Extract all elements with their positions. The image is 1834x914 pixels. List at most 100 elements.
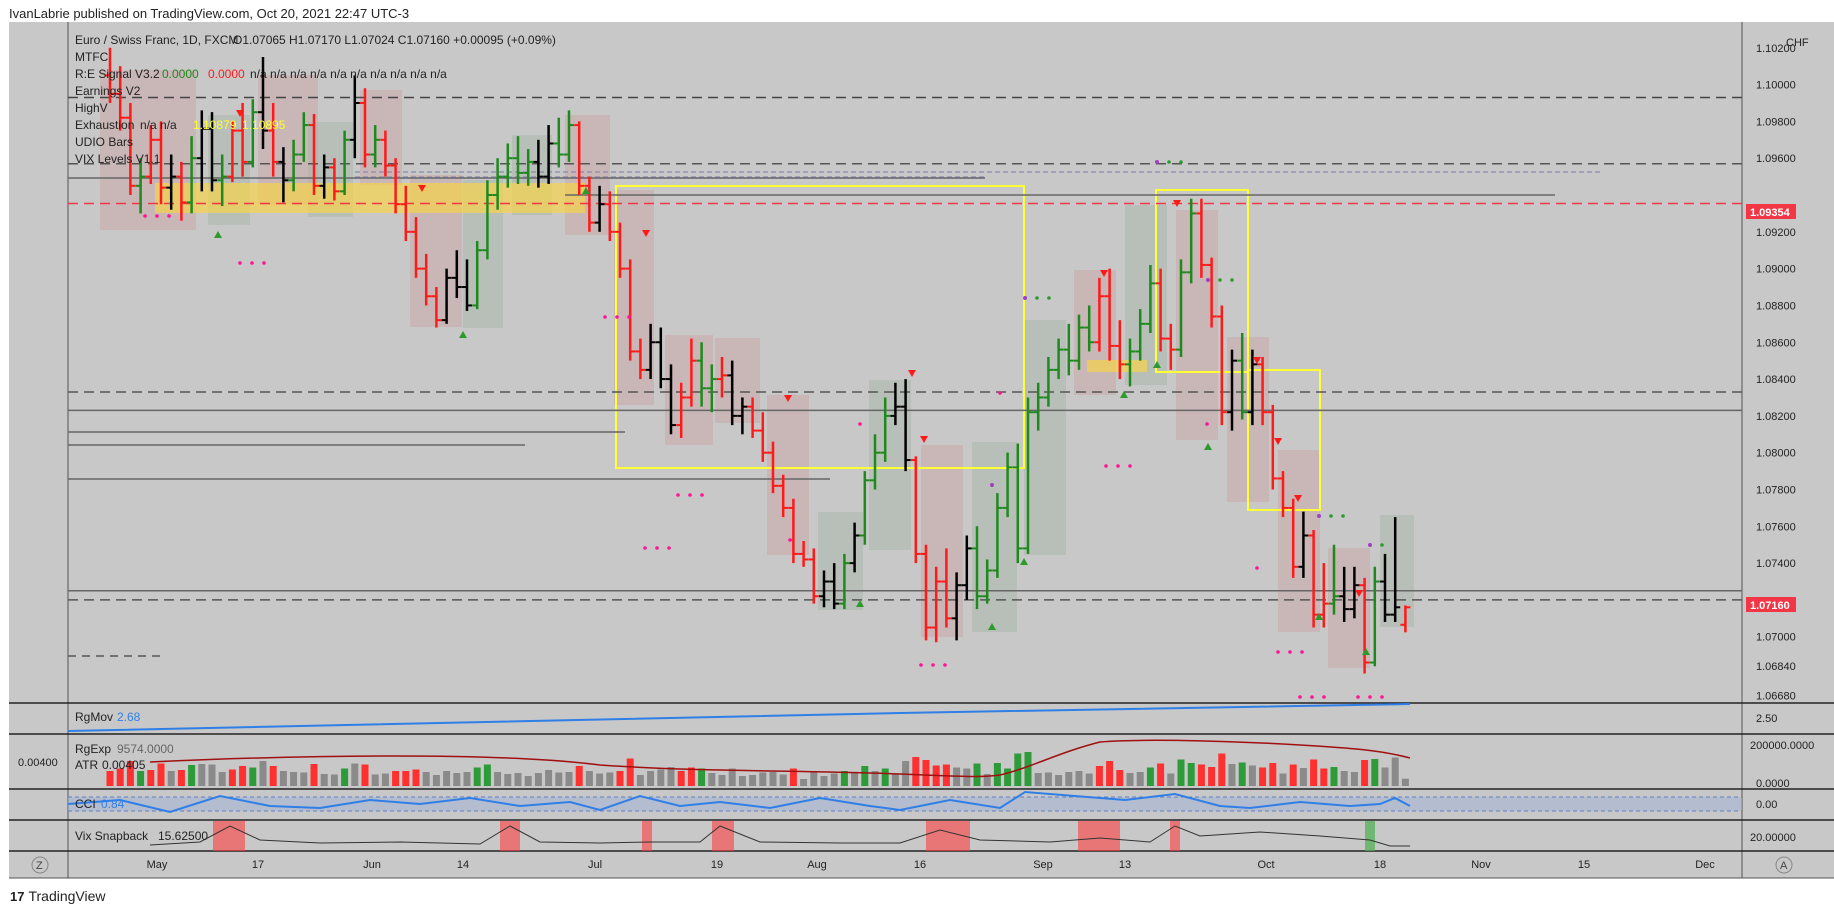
rgexp-bar: [381, 773, 389, 786]
marker-price-label: 1.09354: [1750, 207, 1791, 219]
ohlc-bar: [941, 548, 952, 628]
ohlc-bar: [1155, 268, 1166, 352]
cci-axis-tick: 0.00: [1756, 799, 1777, 811]
rgexp-bar: [1116, 770, 1124, 786]
rgexp-bar: [698, 768, 706, 786]
time-tick-label: Aug: [807, 859, 827, 871]
rgexp-pane: RgExp 9574.0000 ATR 0.00405 0.00400 2000…: [18, 739, 1814, 790]
ohlc-bar: [1043, 356, 1054, 407]
ohlc-bar: [298, 112, 309, 162]
ohlc-bar: [166, 154, 177, 210]
ohlc-bar: [747, 397, 758, 438]
rgexp-bar: [626, 758, 634, 786]
ohlc-bar: [921, 544, 931, 641]
rgexp-bar: [453, 773, 461, 786]
rgexp-axis-top: 200000.0000: [1750, 740, 1814, 752]
rgexp-bar: [290, 772, 298, 786]
ohlc-bar: [380, 130, 391, 177]
ohlc-bar: [390, 158, 401, 214]
ohlc-bar: [1298, 511, 1309, 578]
rgexp-bar: [208, 764, 216, 786]
ohlc-bar: [961, 535, 972, 600]
rgexp-bar: [371, 774, 379, 786]
time-tick-label: 15: [1578, 859, 1590, 871]
legend-row-udio: UDIO Bars: [75, 135, 133, 149]
ohlc-bar: [870, 434, 880, 490]
price-tick-label: 1.08200: [1756, 411, 1796, 423]
rgexp-bar: [524, 776, 532, 786]
time-tick-label: Jun: [363, 859, 381, 871]
ohlc-bar: [1257, 356, 1268, 426]
ohlc-bar: [186, 136, 197, 214]
ohlc-bar: [196, 110, 207, 192]
ohlc-bar: [492, 158, 503, 210]
footer[interactable]: 17 TradingView: [10, 888, 106, 904]
rgexp-bar: [1208, 767, 1216, 786]
price-tick-label: 1.07000: [1756, 632, 1796, 644]
left-lines: [68, 171, 1600, 657]
rgexp-bar: [1004, 768, 1012, 786]
rgmov-value: 2.68: [117, 710, 141, 724]
rgexp-bar: [779, 774, 787, 786]
price-tick-label: 1.08400: [1756, 374, 1796, 386]
time-axis-right-label: A: [1780, 860, 1788, 872]
rgexp-bar: [687, 767, 695, 786]
rgexp-bar: [1034, 773, 1042, 786]
rgexp-bar: [596, 773, 604, 786]
ohlc-bar: [1329, 544, 1339, 615]
rgexp-bar: [1228, 764, 1236, 786]
rgexp-bar: [1361, 760, 1369, 786]
rgexp-bar: [1075, 771, 1083, 786]
ohlc-bar: [1390, 517, 1401, 623]
time-tick-label: 13: [1119, 859, 1131, 871]
ohlc-bar: [1094, 277, 1105, 352]
ohlc-bar: [125, 102, 136, 196]
rgexp-bar: [1259, 767, 1267, 786]
price-tick-label: 1.09800: [1756, 116, 1796, 128]
time-axis-buttons[interactable]: Z A: [31, 856, 1793, 874]
last-price-tag: [1746, 597, 1796, 612]
rgexp-bar: [249, 767, 257, 786]
ohlc-bar: [931, 566, 942, 643]
ohlc-bar: [513, 136, 523, 184]
rgexp-bar: [310, 764, 318, 786]
rgexp-bar: [677, 771, 685, 786]
ohlc-bar: [472, 241, 483, 310]
yellow-zones: [155, 183, 1321, 511]
rgexp-bar: [963, 768, 971, 786]
rgexp-bar: [738, 776, 746, 786]
rgexp-bar: [708, 773, 716, 786]
rgexp-bar: [973, 763, 981, 786]
rgexp-bar: [1146, 767, 1154, 786]
price-tick-label: 1.07800: [1756, 484, 1796, 496]
rgexp-bar: [840, 771, 848, 786]
rgexp-bar: [157, 763, 165, 786]
legend-row-vix: VIX Levels V1.1: [75, 152, 161, 166]
rgexp-bar: [789, 768, 797, 786]
rgexp-bar: [1106, 761, 1114, 786]
rgexp-bar: [810, 771, 818, 786]
vix-pane: Vix Snapback 15.62500 20.00000: [75, 821, 1796, 851]
ohlc-bar: [1267, 404, 1278, 490]
ohlc-bar: [849, 522, 860, 573]
ohlc-bar: [1206, 257, 1217, 328]
signal-markers: [143, 110, 1384, 699]
ohlc-bar: [645, 323, 656, 380]
rgexp-bar: [167, 771, 175, 786]
ohlc-bar: [900, 379, 911, 472]
ohlc-bar: [1033, 382, 1044, 431]
ohlc-bar: [247, 99, 258, 168]
time-tick-label: Dec: [1695, 859, 1715, 871]
rgexp-bar: [1350, 772, 1358, 786]
legend-symbol: Euro / Swiss Franc, 1D, FXCM: [75, 33, 238, 47]
ohlc-bar: [441, 268, 452, 324]
rgexp-bar: [300, 772, 308, 786]
rgexp-bar: [106, 771, 114, 786]
rgexp-bar: [749, 775, 757, 786]
rgexp-bar: [320, 774, 328, 786]
left-gutter: [9, 22, 69, 878]
rgexp-bar: [565, 772, 573, 786]
ohlc-bar: [666, 364, 676, 435]
legend-signal-v2: 0.0000: [208, 67, 245, 81]
